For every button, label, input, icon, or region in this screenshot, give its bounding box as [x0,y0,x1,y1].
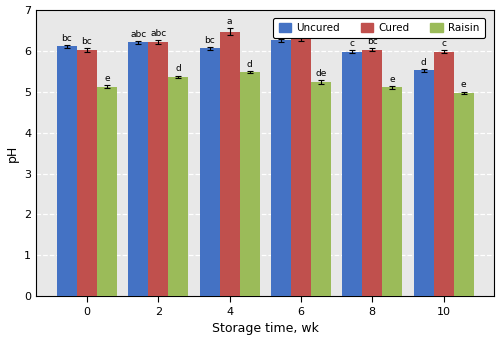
Bar [342,52,362,296]
Text: de: de [315,70,326,78]
Text: e: e [390,75,395,84]
Bar [57,46,77,296]
Bar [454,93,473,296]
Bar [97,87,117,296]
Text: bc: bc [204,36,215,45]
Bar [434,52,454,296]
Bar [200,48,220,296]
Bar [148,42,168,296]
Bar [414,70,434,296]
Bar [168,77,188,296]
Bar [382,87,402,296]
Bar [77,50,97,296]
X-axis label: Storage time, wk: Storage time, wk [212,323,318,336]
Text: bc: bc [62,34,72,43]
Text: ab: ab [296,26,306,35]
Text: c: c [350,39,355,48]
Text: e: e [461,80,466,89]
Text: e: e [104,74,110,83]
Text: d: d [176,64,181,74]
Text: abc: abc [130,30,146,39]
Text: ab: ab [276,28,286,36]
Text: bc: bc [367,37,378,46]
Bar [291,39,311,296]
Legend: Uncured, Cured, Raisin: Uncured, Cured, Raisin [274,18,484,38]
Bar [128,42,148,296]
Bar [220,32,240,296]
Bar [311,82,331,296]
Text: d: d [421,58,426,66]
Bar [362,50,382,296]
Text: bc: bc [82,38,92,46]
Bar [271,40,291,296]
Text: a: a [227,17,232,26]
Y-axis label: pH: pH [6,144,18,162]
Text: c: c [441,39,446,48]
Text: abc: abc [150,29,166,38]
Text: d: d [246,60,252,69]
Bar [240,72,260,296]
